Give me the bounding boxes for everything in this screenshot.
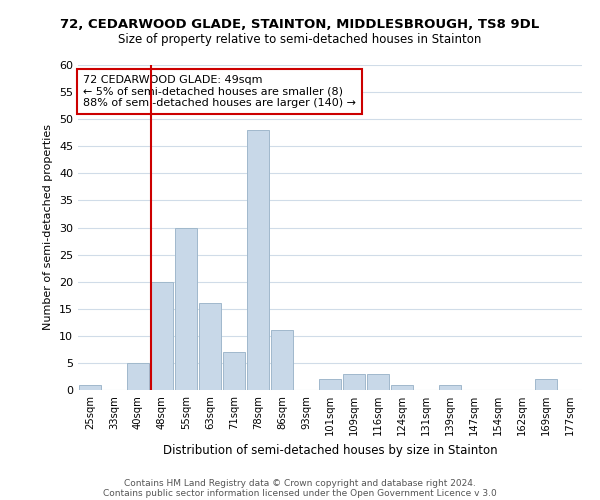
Bar — [223, 352, 245, 390]
Text: 72 CEDARWOOD GLADE: 49sqm
← 5% of semi-detached houses are smaller (8)
88% of se: 72 CEDARWOOD GLADE: 49sqm ← 5% of semi-d… — [83, 74, 356, 108]
Bar — [79, 384, 101, 390]
Text: 72, CEDARWOOD GLADE, STAINTON, MIDDLESBROUGH, TS8 9DL: 72, CEDARWOOD GLADE, STAINTON, MIDDLESBR… — [61, 18, 539, 30]
Bar — [247, 130, 269, 390]
Bar — [151, 282, 173, 390]
Text: Size of property relative to semi-detached houses in Stainton: Size of property relative to semi-detach… — [118, 32, 482, 46]
Bar — [535, 379, 557, 390]
Text: Contains public sector information licensed under the Open Government Licence v : Contains public sector information licen… — [103, 488, 497, 498]
X-axis label: Distribution of semi-detached houses by size in Stainton: Distribution of semi-detached houses by … — [163, 444, 497, 456]
Bar — [319, 379, 341, 390]
Bar — [271, 330, 293, 390]
Bar — [127, 363, 149, 390]
Bar — [199, 304, 221, 390]
Y-axis label: Number of semi-detached properties: Number of semi-detached properties — [43, 124, 53, 330]
Bar — [175, 228, 197, 390]
Bar — [367, 374, 389, 390]
Bar — [343, 374, 365, 390]
Text: Contains HM Land Registry data © Crown copyright and database right 2024.: Contains HM Land Registry data © Crown c… — [124, 478, 476, 488]
Bar — [391, 384, 413, 390]
Bar — [439, 384, 461, 390]
